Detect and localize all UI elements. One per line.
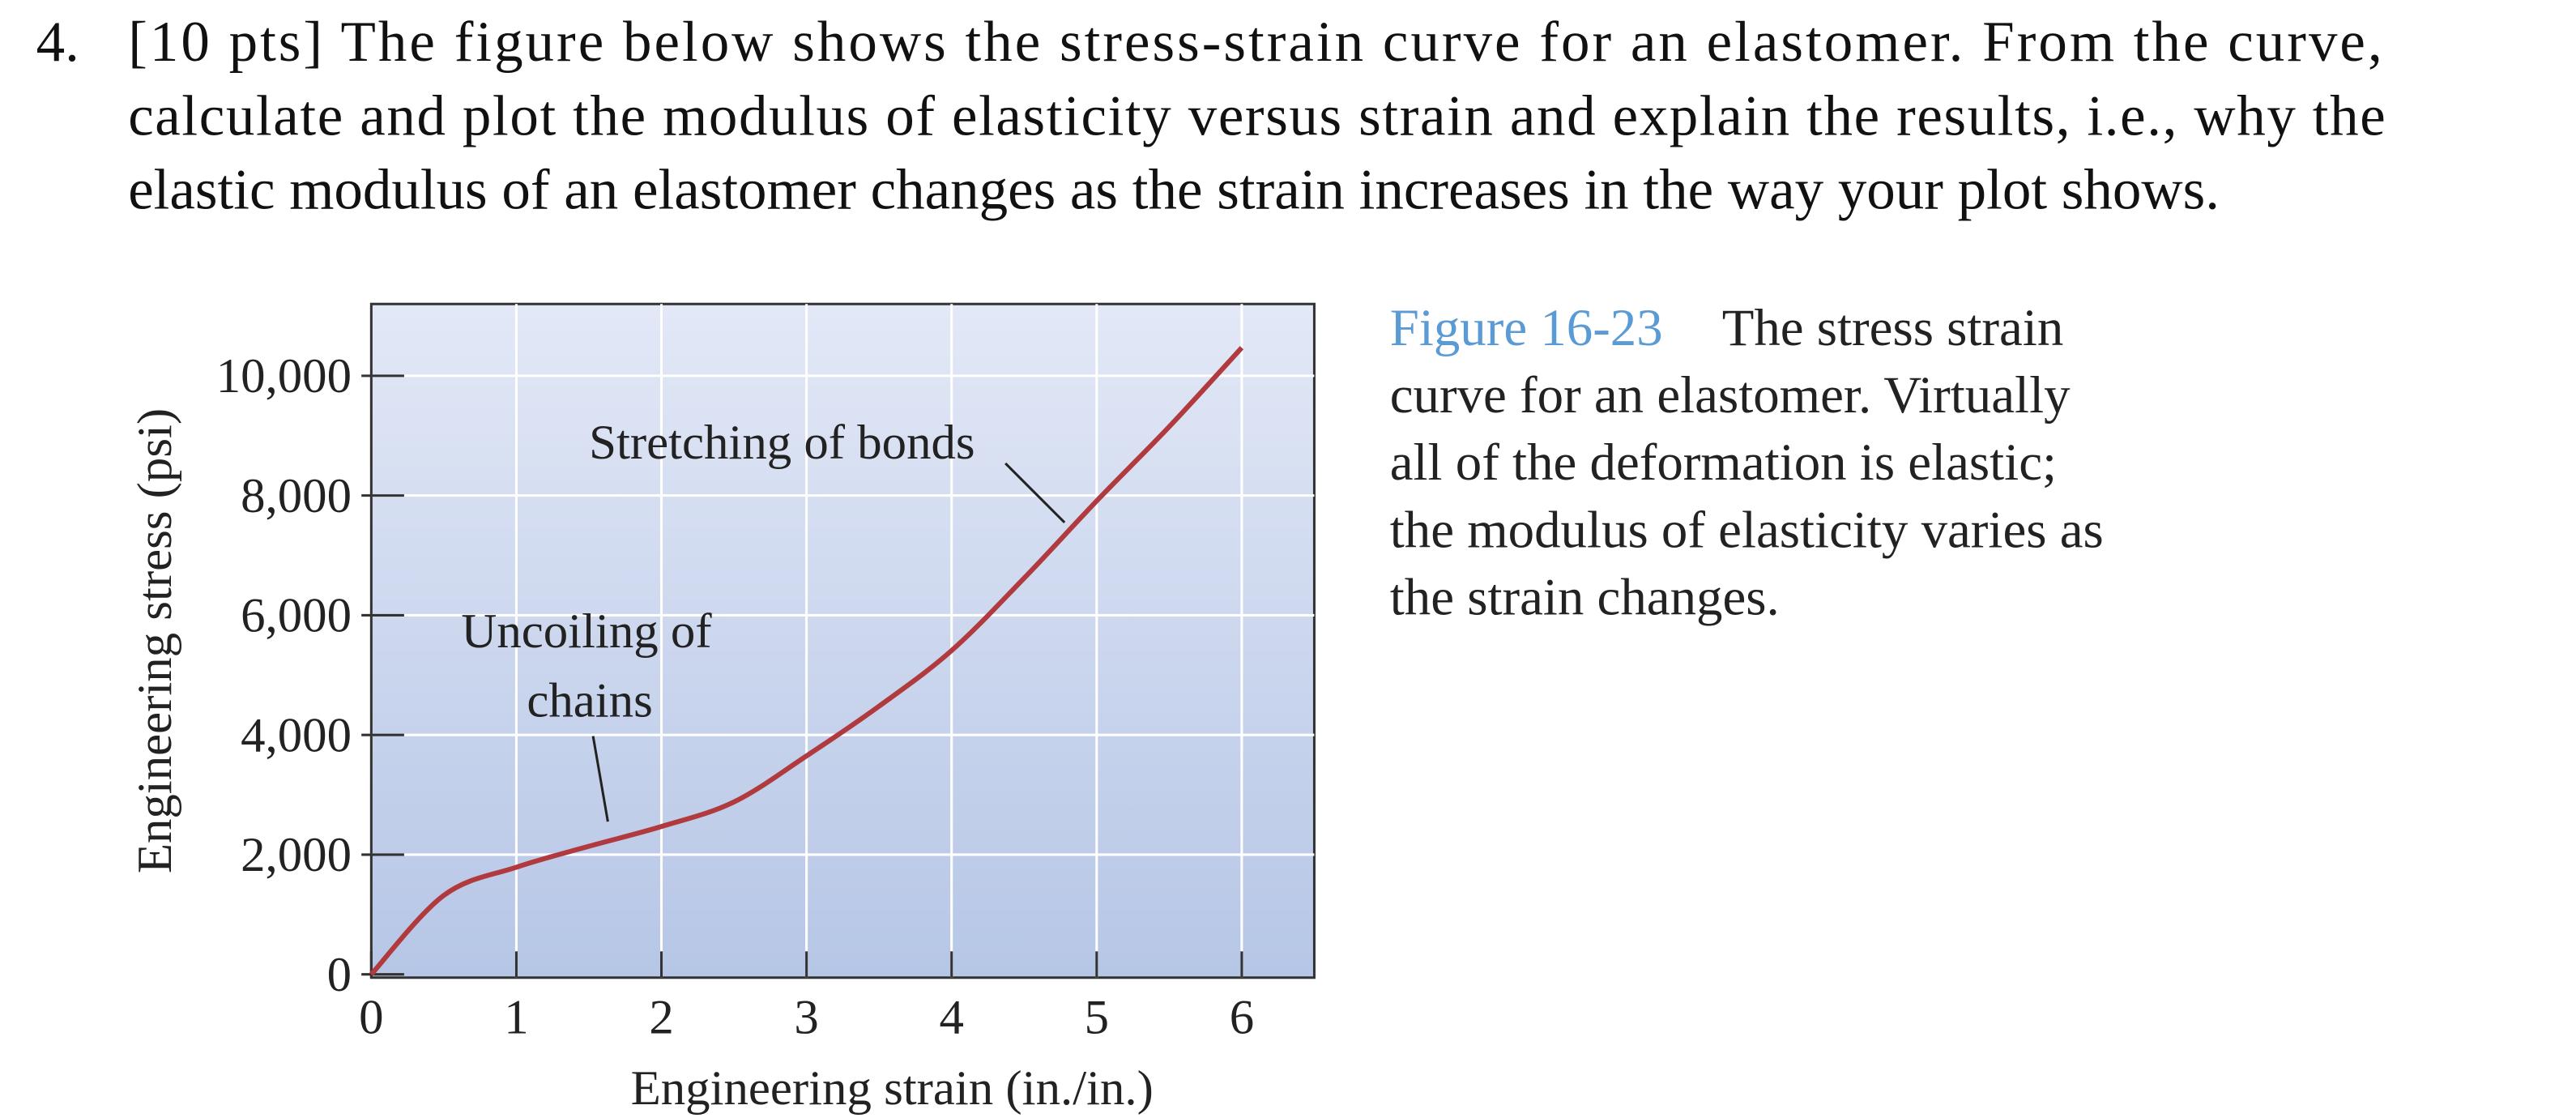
x-tick-label: 6: [1230, 991, 1254, 1045]
leader-line: [1004, 462, 1066, 524]
question-line: elastic modulus of an elastomer changes …: [128, 159, 2220, 222]
x-tick-label: 3: [794, 991, 818, 1045]
stress-strain-curve: [369, 346, 1244, 976]
caption-line: all of the deformation is elastic;: [1390, 433, 2057, 492]
x-tick-label: 4: [940, 991, 964, 1045]
caption-line: the modulus of elasticity varies as: [1390, 501, 2104, 559]
x-tick-label: 1: [504, 991, 528, 1045]
caption-line: curve for an elastomer. Virtually: [1390, 366, 2071, 425]
annotation: chains: [527, 673, 652, 728]
caption: Figure 16-23 The stress strain: [1390, 299, 2064, 357]
caption-line: the strain changes.: [1390, 569, 1780, 627]
leader-line: [591, 736, 609, 822]
question-line: [10 pts] The figure below shows the stre…: [128, 11, 2382, 74]
y-tick-label: 0: [327, 948, 352, 1002]
annotation: Stretching of bonds: [589, 416, 975, 470]
caption-line: The stress strain: [1722, 299, 2064, 357]
question-number: 4.: [36, 11, 79, 74]
y-tick-label: 8,000: [241, 469, 352, 523]
caption-label: Figure 16-23: [1390, 299, 1663, 357]
question-line: calculate and plot the modulus of elasti…: [128, 84, 2386, 147]
y-tick-label: 4,000: [241, 708, 352, 762]
annotation: Uncoiling of: [461, 604, 712, 659]
x-tick-label: 0: [359, 991, 383, 1045]
y-tick-label: 6,000: [241, 589, 352, 643]
x-tick-label: 2: [649, 991, 673, 1045]
y-axis-label: Engineering stress (psi): [128, 408, 182, 873]
y-tick-label: 2,000: [241, 828, 352, 882]
x-axis-label: Engineering strain (in./in.): [631, 1061, 1154, 1116]
x-tick-label: 5: [1085, 991, 1109, 1045]
y-tick-label: 10,000: [216, 349, 352, 403]
